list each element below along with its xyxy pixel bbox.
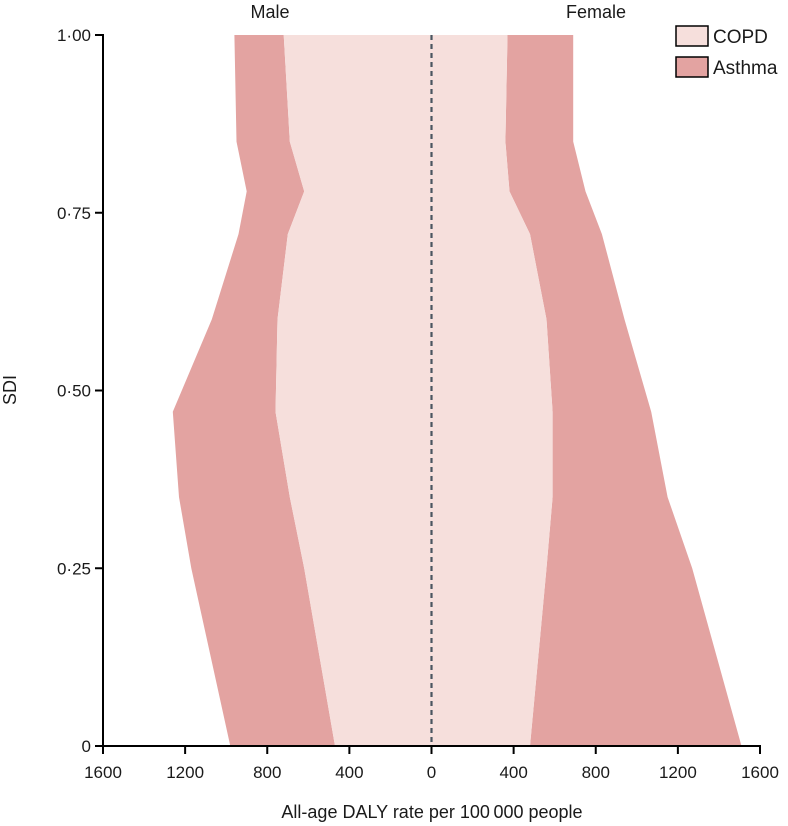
- y-tick-label: 0·75: [57, 204, 91, 223]
- y-axis-title: SDI: [0, 375, 20, 405]
- y-axis-ticks: 0 0·25 0·50 0·75 1·00: [57, 26, 103, 756]
- male-panel-title: Male: [250, 2, 289, 22]
- x-tick-label: 400: [335, 763, 363, 782]
- asthma-area-female: [505, 35, 742, 746]
- y-tick-label: 0: [82, 737, 91, 756]
- legend-swatch-asthma: [675, 56, 709, 78]
- x-tick-label: 1600: [84, 763, 122, 782]
- legend-label-copd: COPD: [713, 27, 768, 48]
- x-tick-label: 1600: [741, 763, 779, 782]
- asthma-area-male: [172, 35, 335, 746]
- x-tick-label: 1200: [659, 763, 697, 782]
- legend-label-asthma: Asthma: [713, 58, 778, 79]
- legend-swatch-copd: [675, 25, 709, 47]
- y-tick-label: 0·25: [57, 559, 91, 578]
- y-tick-label: 1·00: [57, 26, 91, 45]
- x-tick-label: 1200: [166, 763, 204, 782]
- stacked-areas: [172, 35, 742, 746]
- x-tick-label: 800: [253, 763, 281, 782]
- copd-area-female: [431, 35, 553, 746]
- x-axis-ticks: 1600 1200 800 400 0 400 800 1200 1600: [84, 746, 779, 782]
- legend: COPD Asthma: [675, 25, 778, 79]
- x-tick-label: 0: [427, 763, 436, 782]
- copd-area-male: [275, 35, 432, 746]
- y-tick-label: 0·50: [57, 382, 91, 401]
- x-tick-label: 800: [582, 763, 610, 782]
- x-tick-label: 400: [499, 763, 527, 782]
- x-axis-title: All-age DALY rate per 100 000 people: [281, 802, 582, 822]
- female-panel-title: Female: [566, 2, 626, 22]
